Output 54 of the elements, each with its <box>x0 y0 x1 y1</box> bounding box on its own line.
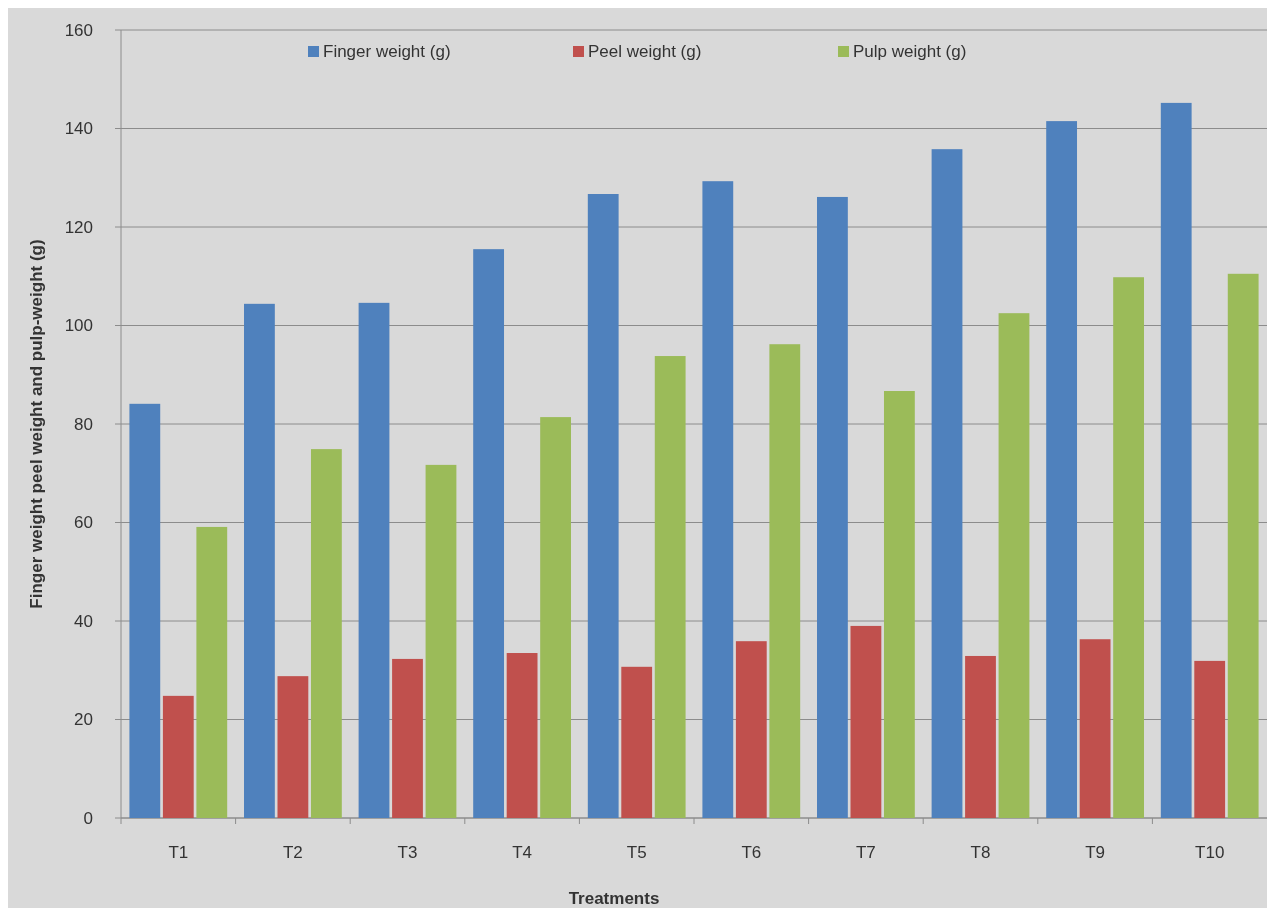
y-tick-label: 20 <box>74 710 93 730</box>
bar <box>358 302 390 818</box>
x-tick-label: T7 <box>855 843 876 862</box>
legend-label: Finger weight (g) <box>323 42 451 61</box>
y-tick-label: 0 <box>83 808 93 828</box>
y-tick-label: 140 <box>64 119 93 139</box>
bar <box>587 194 619 818</box>
legend-label: Pulp weight (g) <box>853 42 967 61</box>
bar <box>621 666 653 818</box>
x-tick-label: T4 <box>512 843 533 862</box>
bar <box>1194 660 1226 818</box>
bar <box>1160 102 1192 818</box>
bar <box>654 356 686 818</box>
bar <box>1113 277 1144 818</box>
y-tick-label: 100 <box>64 316 93 336</box>
bar <box>702 181 734 818</box>
bar <box>965 655 996 818</box>
bar <box>506 653 538 818</box>
bar <box>998 313 1030 818</box>
y-tick-label: 40 <box>74 611 93 631</box>
bar <box>1227 273 1259 818</box>
bar <box>277 676 309 818</box>
bar <box>540 417 571 818</box>
bar <box>162 695 194 818</box>
x-tick-label: T3 <box>397 843 418 862</box>
y-tick-label: 80 <box>74 414 93 434</box>
x-tick-label: T1 <box>168 843 189 862</box>
bar <box>425 464 457 818</box>
bar <box>392 658 423 818</box>
x-tick-label: T9 <box>1085 843 1106 862</box>
y-tick-label: 160 <box>64 20 93 40</box>
legend-label: Peel weight (g) <box>588 42 702 61</box>
x-tick-label: T6 <box>741 843 762 862</box>
bar <box>129 403 161 818</box>
bar <box>1079 639 1111 818</box>
bar <box>817 196 848 818</box>
bar <box>310 449 342 818</box>
x-tick-label: T10 <box>1195 843 1225 862</box>
x-axis-title: Treatments <box>568 889 660 908</box>
x-tick-label: T8 <box>970 843 991 862</box>
bar <box>196 526 228 818</box>
x-tick-label: T2 <box>282 843 303 862</box>
bar <box>735 641 767 818</box>
bar <box>850 625 882 818</box>
bar <box>931 149 963 818</box>
y-tick-label: 120 <box>64 217 93 237</box>
bar <box>473 249 505 818</box>
bar <box>883 391 915 818</box>
bar <box>1046 121 1078 818</box>
bar <box>769 344 801 818</box>
y-axis-title: Finger weight peel weight and pulp-weight (g) <box>27 239 46 609</box>
y-tick-label: 60 <box>74 513 93 533</box>
x-tick-label: T5 <box>626 843 647 862</box>
bar <box>244 303 275 818</box>
